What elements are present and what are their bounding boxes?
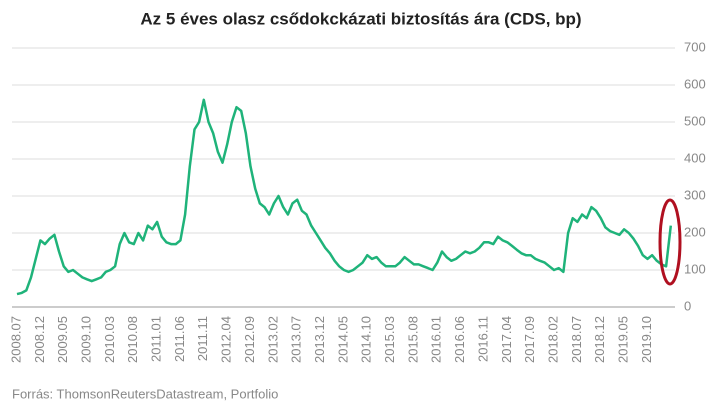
x-tick-label: 2018.07 [569,316,584,363]
y-tick-label: 200 [684,224,706,239]
highlight-ellipse [658,198,682,286]
x-tick-label: 2018.02 [545,316,560,363]
x-tick-label: 2016.01 [429,316,444,363]
x-tick-label: 2014.10 [359,316,374,363]
x-tick-label: 2011.06 [172,316,187,362]
chart-title: Az 5 éves olasz csődokckázati biztosítás… [140,9,581,28]
x-tick-label: 2019.05 [616,316,631,363]
x-tick-label: 2016.06 [452,316,467,363]
x-tick-label: 2018.12 [592,316,607,363]
y-tick-label: 500 [684,113,706,128]
x-tick-label: 2012.09 [242,316,257,363]
source: Forrás: ThomsonReutersDatastream, Portfo… [12,386,278,401]
x-tick-label: 2008.12 [32,316,47,363]
x-tick-label: 2017.09 [522,316,537,363]
x-tick-label: 2014.05 [335,316,350,363]
x-tick-label: 2011.01 [149,316,164,362]
x-tick-label: 2011.11 [195,316,210,361]
x-tick-label: 2017.04 [499,316,514,363]
y-tick-label: 0 [684,298,691,313]
x-tick-label: 2009.10 [78,316,93,363]
plot: 0 100 200 300 400 500 600 700 2008.07 2008.12 2009… [8,39,705,363]
x-tick-label: 2013.02 [265,316,280,363]
y-tick-label: 600 [684,76,706,91]
x-tick-label: 2015.08 [405,316,420,363]
x-tick-label: 2015.03 [382,316,397,363]
y-tick-label: 700 [684,39,706,54]
x-tick-label: 2019.10 [639,316,654,363]
y-tick-label: 400 [684,150,706,165]
x-tick-label: 2013.07 [289,316,304,363]
series-line [16,98,673,296]
y-tick-label: 300 [684,187,706,202]
x-tick-label: 2012.04 [219,316,234,363]
x-tick-label: 2010.08 [125,316,140,363]
x-tick-label: 2016.11 [475,316,490,362]
x-tick-label: 2008.07 [8,316,23,363]
y-tick-label: 100 [684,261,706,276]
x-tick-label: 2013.12 [312,316,327,363]
x-tick-label: 2010.03 [102,316,117,363]
x-tick-label: 2009.05 [55,316,70,363]
